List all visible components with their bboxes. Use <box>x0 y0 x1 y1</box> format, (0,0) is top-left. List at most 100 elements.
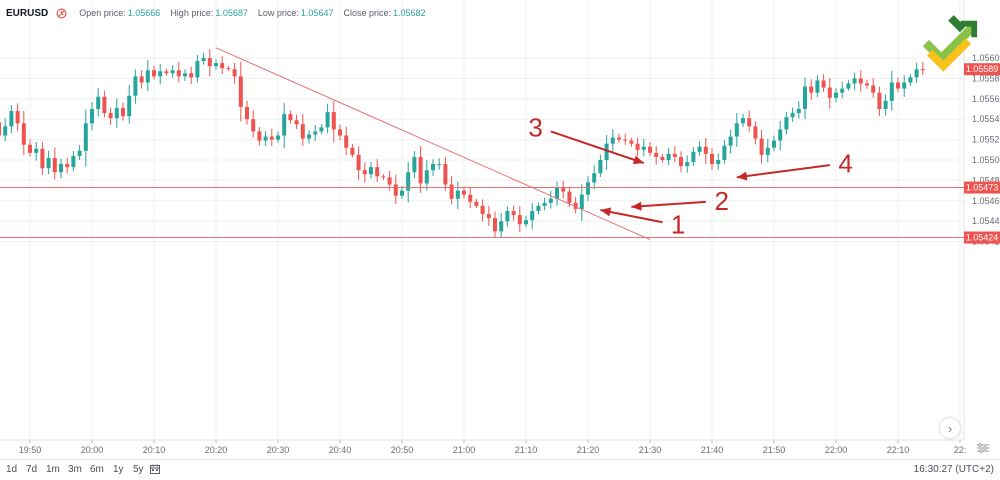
drawn-lines[interactable] <box>0 47 964 241</box>
candle-body <box>133 76 138 96</box>
candle-body <box>381 176 386 178</box>
range-5y[interactable]: 5y <box>133 464 144 475</box>
candle-body <box>480 205 485 215</box>
candle-body <box>592 173 597 183</box>
candle-body <box>784 117 789 130</box>
candle-body <box>871 85 876 93</box>
price-tick-label: 1.05600 <box>972 53 1000 63</box>
bottom-toolbar: 1d 7d 1m 3m 6m 1y 5y 16:30:27 (UTC+2) <box>0 459 1000 480</box>
brand-logo-icon <box>922 15 978 72</box>
time-tick-label: 22:00 <box>825 445 848 455</box>
candle-body <box>741 118 745 124</box>
candle-body <box>573 202 578 209</box>
symbol-name[interactable]: EURUSD <box>6 7 49 19</box>
candle-body <box>189 73 194 78</box>
annotation-arrowhead <box>631 201 642 211</box>
open-value: 1.05666 <box>127 8 161 18</box>
candle-body <box>65 164 70 168</box>
calendar-icon[interactable] <box>150 464 160 474</box>
candle-body <box>747 118 752 127</box>
time-tick-label: 22:10 <box>887 445 910 455</box>
candle-body <box>276 135 280 140</box>
low-label: Low price: <box>257 8 299 18</box>
candle-body <box>102 96 107 114</box>
candle-body <box>536 205 541 211</box>
candle-body <box>455 190 460 199</box>
high-value: 1.05687 <box>215 8 248 18</box>
price-tick-label: 1.05560 <box>972 94 1000 104</box>
candle-body <box>152 70 156 77</box>
candle-body <box>362 170 367 175</box>
chart-header: EURUSD Open price: 1.05666 High price: 1… <box>6 6 436 20</box>
clock-icon[interactable] <box>56 8 67 19</box>
time-tick-label: 20:00 <box>81 445 104 455</box>
candle-body <box>238 76 243 107</box>
candle-body <box>691 151 696 163</box>
candle-body <box>443 164 448 185</box>
candle-body <box>282 114 287 136</box>
candle-body <box>71 155 76 168</box>
range-1d[interactable]: 1d <box>6 464 18 475</box>
candle-body <box>387 177 392 185</box>
candle-body <box>474 201 479 206</box>
candle-body <box>356 154 361 171</box>
candle-body <box>139 76 144 83</box>
candle-body <box>331 112 336 130</box>
candle-body <box>902 82 907 89</box>
candle-body <box>908 77 913 83</box>
candle-body <box>257 131 262 141</box>
candle-body <box>499 221 504 232</box>
candle-body <box>319 127 324 132</box>
candle-body <box>28 144 32 153</box>
candle-body <box>511 211 516 216</box>
candle-body <box>145 70 150 83</box>
annotation-arrow-shaft <box>631 200 706 208</box>
candle-body <box>641 146 646 150</box>
annotation-number: 2 <box>715 186 729 216</box>
candle-body <box>338 129 342 136</box>
candle-body <box>0 122 1 136</box>
candle-body <box>623 139 628 141</box>
range-1m[interactable]: 1m <box>46 464 60 475</box>
candle-body <box>803 86 807 109</box>
session-clock: 16:30:27 (UTC+2) <box>913 464 994 475</box>
candle-body <box>77 150 82 156</box>
trend-line <box>215 47 651 241</box>
candle-body <box>220 63 225 69</box>
range-1y[interactable]: 1y <box>113 464 124 475</box>
candle-body <box>15 111 20 124</box>
time-axis[interactable]: 19:50 20:00 20:10 20:20 20:30 20:40 20:50 21:00… <box>19 445 967 455</box>
candle-body <box>90 109 94 124</box>
annotations: 12 3 4 <box>528 113 852 240</box>
candle-body <box>158 71 163 77</box>
candle-body <box>369 167 373 175</box>
time-tick-label: 21:50 <box>763 445 786 455</box>
time-tick-label: 20:50 <box>391 445 414 455</box>
time-tick-label: 21:10 <box>515 445 538 455</box>
candle-body <box>300 124 305 139</box>
range-3m[interactable]: 3m <box>68 464 82 475</box>
candle-body <box>666 153 671 160</box>
settings-icon[interactable] <box>976 443 990 453</box>
candle-body <box>710 153 714 165</box>
high-label: High price: <box>170 8 214 18</box>
candle-body <box>251 119 256 132</box>
close-label: Close price: <box>343 8 391 18</box>
candle-body <box>728 136 733 146</box>
annotation-arrow-shaft <box>736 164 830 179</box>
annotation-arrowhead <box>600 207 612 217</box>
candle-body <box>610 137 615 144</box>
scroll-to-realtime-button[interactable]: › <box>940 418 960 438</box>
price-axis[interactable]: 1.05600 1.05580 1.05560 1.05540 1.05520 1.055… <box>972 53 1000 247</box>
price-tags: 1.05473 1.05424 1.05589 <box>964 63 1000 244</box>
candle-body <box>34 148 39 153</box>
range-7d[interactable]: 7d <box>26 464 38 475</box>
range-6m[interactable]: 6m <box>90 464 104 475</box>
candle-body <box>269 136 274 140</box>
candle-body <box>524 220 528 225</box>
candle-body <box>753 126 758 139</box>
candle-body <box>9 111 14 127</box>
candle-body <box>170 70 175 74</box>
last-price-tag <box>964 63 1000 76</box>
